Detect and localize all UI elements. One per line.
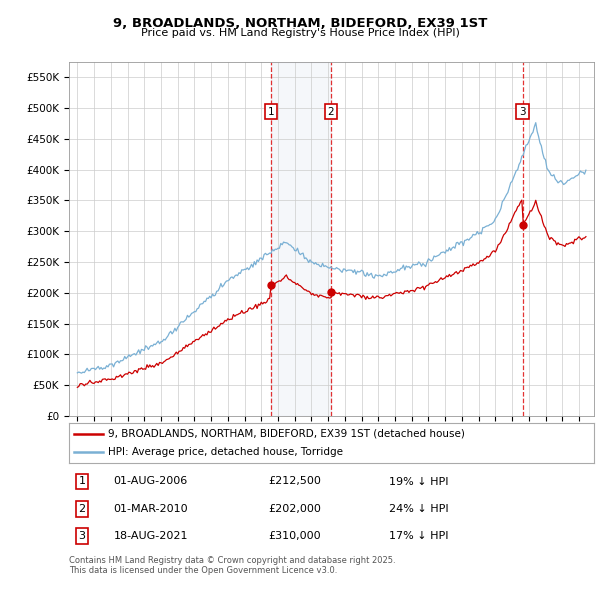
Text: Price paid vs. HM Land Registry's House Price Index (HPI): Price paid vs. HM Land Registry's House … xyxy=(140,28,460,38)
Text: HPI: Average price, detached house, Torridge: HPI: Average price, detached house, Torr… xyxy=(109,447,343,457)
Text: Contains HM Land Registry data © Crown copyright and database right 2025.
This d: Contains HM Land Registry data © Crown c… xyxy=(69,556,395,575)
Text: 17% ↓ HPI: 17% ↓ HPI xyxy=(389,531,449,541)
Text: 1: 1 xyxy=(79,477,86,487)
Text: 19% ↓ HPI: 19% ↓ HPI xyxy=(389,477,449,487)
Text: 3: 3 xyxy=(519,107,526,116)
Text: 2: 2 xyxy=(328,107,334,116)
Text: 01-MAR-2010: 01-MAR-2010 xyxy=(113,504,188,514)
Text: £202,000: £202,000 xyxy=(269,504,322,514)
Text: 9, BROADLANDS, NORTHAM, BIDEFORD, EX39 1ST: 9, BROADLANDS, NORTHAM, BIDEFORD, EX39 1… xyxy=(113,17,487,30)
Text: 1: 1 xyxy=(268,107,274,116)
Text: £310,000: £310,000 xyxy=(269,531,321,541)
Text: 01-AUG-2006: 01-AUG-2006 xyxy=(113,477,188,487)
Text: 18-AUG-2021: 18-AUG-2021 xyxy=(113,531,188,541)
Bar xyxy=(271,62,331,416)
Text: 9, BROADLANDS, NORTHAM, BIDEFORD, EX39 1ST (detached house): 9, BROADLANDS, NORTHAM, BIDEFORD, EX39 1… xyxy=(109,429,465,439)
Text: £212,500: £212,500 xyxy=(269,477,322,487)
Text: 3: 3 xyxy=(79,531,86,541)
Text: 24% ↓ HPI: 24% ↓ HPI xyxy=(389,504,449,514)
Text: 2: 2 xyxy=(79,504,86,514)
